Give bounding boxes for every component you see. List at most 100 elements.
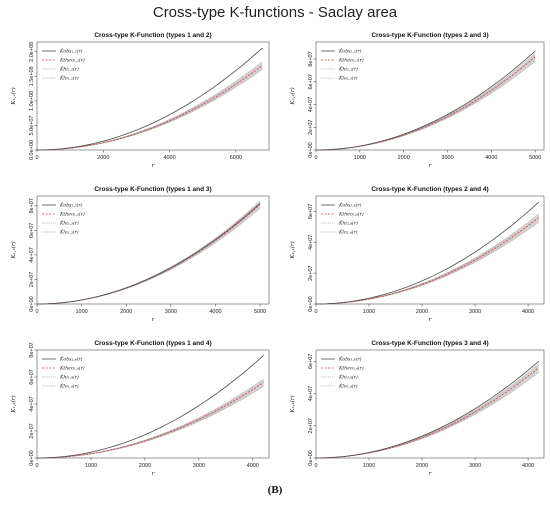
lo-line — [36, 386, 264, 459]
x-tick-label: 2000 — [97, 155, 109, 161]
legend-entry: K̂hi₂,₄(r) — [338, 220, 358, 227]
legend-entry: K̂obs₁,₄(r) — [59, 356, 83, 363]
y-tick-label: 1.5e+08 — [29, 66, 35, 86]
chart-panel-1: Cross-type K-Function (types 1 and 2) 0 20… — [10, 32, 270, 169]
x-axis-label: r — [152, 471, 155, 477]
x-tick-label: 1000 — [85, 463, 97, 469]
y-axis-label: K₂,₄(r) — [289, 241, 296, 259]
panel-title: Cross-type K-Function (types 1 and 2) — [94, 32, 211, 39]
theo-line — [36, 382, 264, 459]
envelope-band — [316, 213, 539, 304]
envelope-line — [36, 381, 264, 459]
legend-entry: Ktheo₂,₄(r) — [338, 211, 364, 218]
x-tick-label: 3000 — [193, 463, 205, 469]
x-tick-label: 1000 — [363, 463, 375, 469]
envelope-line — [36, 386, 264, 459]
obs-line — [315, 50, 536, 151]
y-tick-label: 0e+00 — [308, 450, 314, 465]
hi-line — [36, 200, 261, 305]
panel-title: Cross-type K-Function (types 2 and 3) — [371, 32, 488, 39]
y-tick-label: 8e+07 — [29, 342, 35, 357]
envelope-line — [36, 205, 261, 305]
legend-entry: K̂obs₂,₄(r) — [338, 202, 362, 209]
y-tick-label: 6e+07 — [29, 223, 35, 238]
x-tick-label: 1000 — [363, 309, 375, 315]
obs-line — [315, 201, 539, 305]
envelope-line — [36, 378, 264, 459]
y-tick-label: 0e+00 — [29, 450, 35, 465]
envelope-line — [315, 61, 536, 151]
envelope-line — [315, 215, 539, 305]
x-axis-label: r — [152, 317, 155, 323]
legend-entry: K̂obs₁,₃(r) — [59, 202, 83, 209]
panel-title: Cross-type K-Function (types 2 and 4) — [371, 186, 488, 193]
plot-frame — [315, 195, 545, 305]
envelope-line — [315, 367, 539, 459]
legend-entry: K̂obs₂,₃(r) — [338, 48, 362, 55]
legend-entry: K̂hi₃,₄(r) — [338, 374, 358, 381]
lo-line — [315, 61, 536, 151]
chart-panel-2: Cross-type K-Function (types 2 and 3) 0 10… — [289, 32, 545, 169]
x-tick-label: 2000 — [416, 463, 428, 469]
chart-panel-6: Cross-type K-Function (types 3 and 4) 0 10… — [289, 340, 545, 477]
panel-title: Cross-type K-Function (types 1 and 4) — [94, 340, 211, 347]
legend-entry: Ktheo₁,₄(r) — [59, 365, 85, 372]
y-tick-label: 0.0e+00 — [29, 140, 35, 160]
y-tick-label: 2e+07 — [308, 418, 314, 433]
x-tick-label: 0 — [314, 463, 317, 469]
envelope-line — [36, 385, 264, 459]
obs-line — [36, 355, 264, 459]
plot-frame — [315, 41, 545, 151]
y-axis-label: K₁,₄(r) — [10, 395, 17, 413]
chart-panel-4: Cross-type K-Function (types 2 and 4) 0 10… — [289, 186, 545, 323]
chart-panel-5: Cross-type K-Function (types 1 and 4) 0 10… — [10, 340, 270, 477]
panel-title: Cross-type K-Function (types 3 and 4) — [371, 340, 488, 347]
envelope-line — [315, 59, 536, 151]
x-tick-label: 0 — [35, 309, 38, 315]
y-tick-label: 2.0e+08 — [29, 42, 35, 62]
legend-entry: K̂obs₁,₂(r) — [59, 48, 83, 55]
x-axis-label: r — [429, 471, 432, 477]
x-tick-label: 2000 — [416, 309, 428, 315]
chart-panel-3: Cross-type K-Function (types 1 and 3) 0 10… — [10, 186, 270, 323]
y-tick-label: 6e+07 — [308, 204, 314, 219]
legend-entry: Ktheo₃,₄(r) — [338, 365, 364, 372]
figure-caption: (B) — [267, 484, 283, 496]
x-tick-label: 4000 — [522, 463, 534, 469]
x-tick-label: 5000 — [254, 309, 266, 315]
x-tick-label: 0 — [35, 463, 38, 469]
y-tick-label: 4e+07 — [29, 247, 35, 262]
y-tick-label: 2e+07 — [29, 272, 35, 287]
y-tick-label: 8e+07 — [29, 198, 35, 213]
y-tick-label: 2e+07 — [29, 423, 35, 438]
envelope-line — [36, 383, 264, 459]
x-tick-label: 1000 — [354, 155, 366, 161]
legend-entry: K̂hi₁,₂(r) — [59, 66, 79, 73]
legend-entry: K̂lo₂,₄(r) — [338, 229, 358, 236]
x-tick-label: 0 — [314, 309, 317, 315]
figure-title: Cross-type K-functions - Saclay area — [152, 4, 398, 21]
x-tick-label: 0 — [314, 155, 317, 161]
plot-frame — [315, 349, 545, 459]
x-tick-label: 2000 — [120, 309, 132, 315]
legend-entry: K̂lo₂,₃(r) — [338, 75, 358, 82]
y-tick-label: 5.0e+07 — [29, 115, 35, 135]
x-axis-label: r — [429, 317, 432, 323]
hi-line — [36, 378, 264, 459]
envelope-line — [36, 382, 264, 459]
hi-line — [315, 363, 539, 459]
x-tick-label: 6000 — [230, 155, 242, 161]
x-tick-label: 4000 — [247, 463, 259, 469]
x-tick-label: 2000 — [139, 463, 151, 469]
x-tick-label: 4000 — [485, 155, 497, 161]
envelope-line — [315, 369, 539, 459]
x-tick-label: 3000 — [165, 309, 177, 315]
legend-entry: K̂hi₂,₃(r) — [338, 66, 358, 73]
y-axis-label: K₁,₃(r) — [10, 241, 17, 259]
legend-entry: K̂lo₁,₂(r) — [59, 75, 79, 82]
lo-line — [36, 69, 263, 151]
hi-line — [315, 53, 536, 151]
envelope-band — [37, 61, 263, 150]
y-tick-label: 4e+07 — [308, 386, 314, 401]
